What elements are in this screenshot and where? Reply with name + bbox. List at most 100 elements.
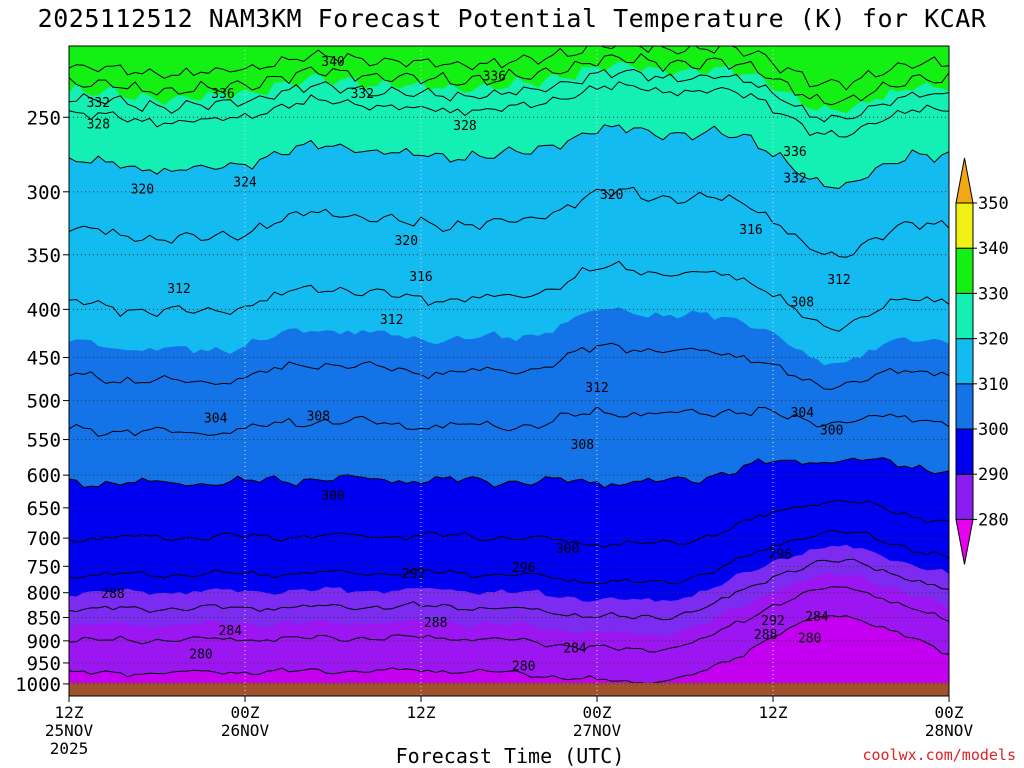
colorbar-segment bbox=[955, 292, 974, 340]
y-tick-label: 450 bbox=[27, 348, 61, 370]
y-tick-label: 600 bbox=[27, 465, 61, 487]
y-tick-label: 950 bbox=[27, 653, 61, 675]
fill-above-348 bbox=[69, 36, 949, 43]
colorbar: 280 290 300 310 320 330 340 350 bbox=[955, 157, 1009, 565]
contour-label: 328 bbox=[87, 117, 110, 132]
y-tick-label: 800 bbox=[27, 583, 61, 605]
x-tick-label: 28NOV bbox=[925, 721, 974, 740]
contour-label: 312 bbox=[380, 313, 403, 328]
colorbar-segment bbox=[955, 202, 974, 249]
y-tick-label: 1000 bbox=[15, 674, 61, 696]
contour-label: 340 bbox=[321, 55, 344, 70]
contour-lines bbox=[69, 41, 949, 701]
contour-label: 284 bbox=[805, 610, 829, 625]
contour-label: 324 bbox=[233, 176, 257, 191]
contour-label: 316 bbox=[739, 223, 762, 238]
contour-316 bbox=[69, 186, 949, 258]
contour-label: 308 bbox=[307, 409, 330, 424]
contour-label: 320 bbox=[600, 188, 623, 203]
y-tick-label: 400 bbox=[27, 299, 61, 321]
contour-label: 288 bbox=[101, 587, 124, 602]
credit-text: coolwx.com/models bbox=[862, 746, 1016, 764]
contour-324 bbox=[69, 81, 949, 138]
colorbar-label: 320 bbox=[978, 330, 1009, 350]
x-tick-label: 00Z bbox=[231, 703, 260, 722]
contour-label: 280 bbox=[512, 659, 535, 674]
contour-label: 312 bbox=[167, 282, 190, 297]
contour-304 bbox=[69, 405, 949, 437]
contour-label: 308 bbox=[571, 438, 594, 453]
colorbar-arrow-high bbox=[955, 157, 974, 204]
contour-344 bbox=[69, 41, 949, 43]
contour-labels: 340 336 336 336 332 332 332 328 328 324 320 320 320 3… bbox=[87, 55, 851, 675]
chart-title: 2025112512 NAM3KM Forecast Potential Tem… bbox=[37, 4, 987, 33]
contour-label: 312 bbox=[827, 273, 850, 288]
contour-label: 332 bbox=[87, 96, 110, 111]
contour-label: 320 bbox=[395, 234, 418, 249]
contour-288 bbox=[69, 558, 949, 621]
contour-label: 316 bbox=[409, 270, 432, 285]
contour-label: 320 bbox=[131, 183, 154, 198]
contour-328 bbox=[69, 68, 949, 123]
contour-label: 280 bbox=[798, 632, 821, 647]
contour-label: 296 bbox=[769, 548, 792, 563]
x-tick-label: 12Z bbox=[407, 703, 436, 722]
contour-label: 332 bbox=[783, 171, 806, 186]
y-tick-label: 750 bbox=[27, 556, 61, 578]
y-tick-label: 500 bbox=[27, 391, 61, 413]
contour-label: 296 bbox=[512, 561, 535, 576]
y-axis: 2503003504004505005506006507007508008509… bbox=[15, 107, 69, 696]
contour-label: 284 bbox=[563, 642, 587, 657]
contour-280 bbox=[69, 615, 949, 685]
contour-label: 328 bbox=[453, 119, 476, 134]
colorbar-label: 280 bbox=[978, 510, 1009, 530]
contour-320 bbox=[69, 124, 949, 190]
x-tick-label: 12Z bbox=[759, 703, 788, 722]
contour-fill-layers bbox=[69, 36, 949, 696]
y-tick-label: 850 bbox=[27, 607, 61, 629]
colorbar-segment bbox=[955, 247, 974, 294]
x-tick-label: 00Z bbox=[583, 703, 612, 722]
x-tick-label: 25NOV bbox=[45, 721, 94, 740]
contour-label: 292 bbox=[402, 567, 425, 582]
contour-label: 332 bbox=[351, 87, 374, 102]
y-tick-label: 300 bbox=[27, 182, 61, 204]
x-tick-label: 00Z bbox=[935, 703, 964, 722]
colorbar-label: 290 bbox=[978, 465, 1009, 485]
contour-label: 288 bbox=[424, 616, 447, 631]
colorbar-segment bbox=[955, 338, 974, 385]
contour-300 bbox=[69, 457, 949, 489]
y-tick-label: 350 bbox=[27, 245, 61, 267]
contour-label: 280 bbox=[189, 647, 212, 662]
colorbar-segment bbox=[955, 473, 974, 520]
ground-below-surface bbox=[69, 682, 949, 696]
y-tick-label: 250 bbox=[27, 107, 61, 129]
contour-label: 304 bbox=[791, 406, 815, 421]
fill-above-330 bbox=[69, 46, 949, 114]
contour-label: 300 bbox=[321, 489, 344, 504]
contour-340 bbox=[69, 41, 949, 42]
y-tick-label: 900 bbox=[27, 631, 61, 653]
colorbar-label: 340 bbox=[978, 239, 1009, 259]
contour-label: 288 bbox=[754, 628, 777, 643]
colorbar-segment bbox=[955, 383, 974, 430]
contour-label: 300 bbox=[820, 423, 843, 438]
contour-276 bbox=[69, 699, 949, 701]
colorbar-label: 330 bbox=[978, 284, 1009, 304]
x-tick-label: 26NOV bbox=[221, 721, 270, 740]
contour-label: 312 bbox=[585, 381, 608, 396]
contour-label: 284 bbox=[219, 624, 243, 639]
y-tick-label: 650 bbox=[27, 498, 61, 520]
colorbar-label: 300 bbox=[978, 420, 1009, 440]
contour-label: 308 bbox=[791, 296, 814, 311]
y-tick-label: 700 bbox=[27, 528, 61, 550]
fill-above-340 bbox=[69, 36, 949, 42]
colorbar-arrow-low bbox=[955, 518, 974, 565]
contour-284 bbox=[69, 586, 949, 653]
x-tick-label: 2025 bbox=[50, 739, 89, 758]
contour-label: 300 bbox=[556, 542, 579, 557]
x-axis-label: Forecast Time (UTC) bbox=[395, 744, 625, 768]
contour-label: 304 bbox=[204, 412, 228, 427]
